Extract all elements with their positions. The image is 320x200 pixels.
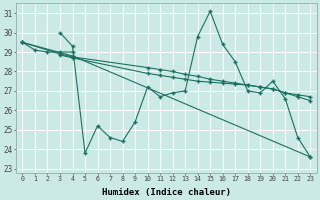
X-axis label: Humidex (Indice chaleur): Humidex (Indice chaleur) bbox=[102, 188, 231, 197]
